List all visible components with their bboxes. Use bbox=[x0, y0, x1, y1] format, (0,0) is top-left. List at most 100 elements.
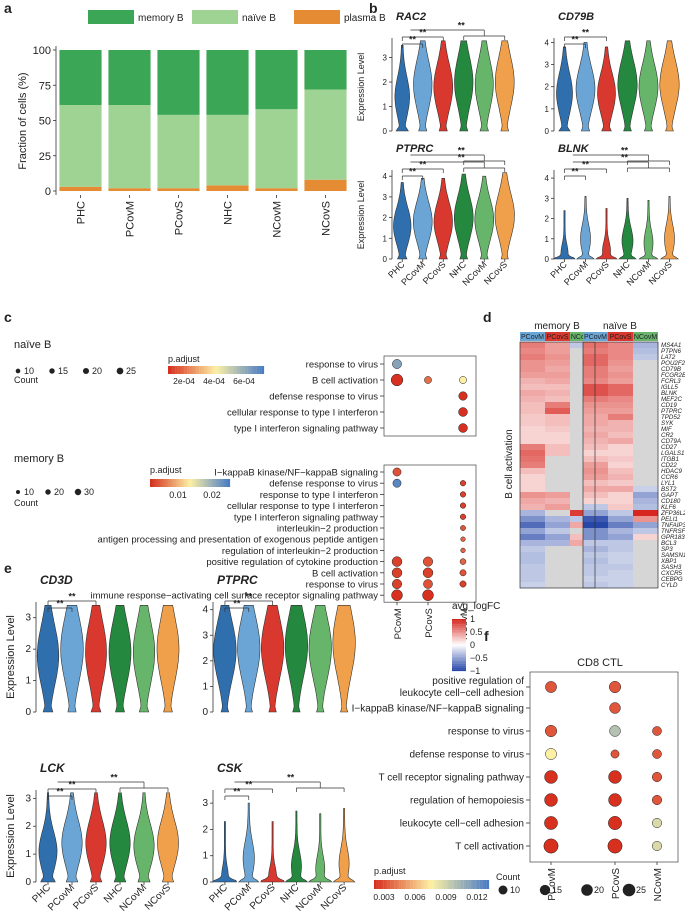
dot bbox=[458, 391, 468, 401]
color-legend-step bbox=[445, 880, 448, 889]
heatmap-cell bbox=[583, 540, 609, 547]
violin-PHC bbox=[213, 605, 237, 713]
heatmap-cell bbox=[545, 432, 571, 439]
significance-label: ** bbox=[621, 153, 629, 163]
violin-NHC bbox=[618, 198, 637, 260]
dot bbox=[422, 567, 434, 578]
x-tick-label: PHC bbox=[76, 201, 88, 224]
gene-label: CD27 bbox=[661, 444, 677, 451]
color-legend-step bbox=[199, 366, 202, 374]
color-legend-step bbox=[401, 880, 404, 889]
term-label: interleukin−2 production bbox=[277, 524, 378, 535]
heatmap-cell bbox=[633, 378, 659, 385]
color-legend-step bbox=[397, 880, 400, 889]
heatmap-cell bbox=[633, 384, 659, 391]
y-tick-label: 0 bbox=[202, 877, 208, 888]
column-annotation-PCovS bbox=[545, 332, 570, 341]
significance-label: ** bbox=[621, 146, 629, 156]
dot bbox=[544, 724, 558, 738]
heatmap-cell bbox=[545, 426, 571, 433]
heatmap-cell bbox=[608, 516, 634, 523]
gene-label: CD19 bbox=[661, 402, 677, 409]
y-tick-label: 0 bbox=[25, 877, 31, 888]
heatmap-cell bbox=[520, 390, 546, 397]
term-label: response to virus bbox=[448, 727, 524, 738]
color-legend-step bbox=[228, 366, 231, 374]
color-legend-step bbox=[479, 880, 483, 889]
heatmap-cell bbox=[583, 504, 609, 511]
color-legend-step bbox=[452, 665, 466, 668]
term-label: response to type I interferon bbox=[260, 490, 378, 501]
term-label: leukocyte cell−cell adhesion bbox=[400, 819, 524, 830]
heatmap-cell bbox=[633, 450, 659, 457]
heatmap-cell bbox=[583, 570, 609, 577]
y-tick-label: 3 bbox=[202, 798, 208, 809]
color-legend-step bbox=[256, 366, 260, 374]
color-legend-step bbox=[452, 650, 466, 652]
heatmap-cell bbox=[633, 354, 659, 361]
color-legend-step bbox=[190, 479, 193, 487]
heatmap-cell bbox=[545, 522, 571, 529]
heatmap-cell bbox=[545, 378, 571, 385]
size-legend-label: 15 bbox=[58, 366, 68, 376]
term-label: T cell receptor signaling pathway bbox=[379, 773, 524, 784]
y-tick-label: 0 bbox=[545, 127, 550, 136]
heatmap-cell bbox=[608, 480, 634, 487]
heatmap-cell bbox=[520, 402, 546, 409]
gene-title: CSK bbox=[217, 761, 244, 775]
heatmap-cell bbox=[633, 540, 659, 547]
size-legend-label: 15 bbox=[552, 885, 562, 895]
color-legend-label: 0.009 bbox=[435, 892, 457, 902]
heatmap-cell bbox=[520, 540, 546, 547]
heatmap-cell bbox=[608, 492, 634, 499]
color-legend-label: 0.5 bbox=[470, 627, 483, 637]
size-legend-label: 10 bbox=[510, 885, 520, 895]
color-legend-step bbox=[394, 880, 398, 889]
size-legend-dot bbox=[45, 489, 51, 495]
color-legend-step bbox=[452, 664, 466, 666]
column-annotation-label: NCovM bbox=[634, 334, 658, 341]
heatmap-cell bbox=[545, 372, 571, 379]
color-legend-step bbox=[466, 880, 469, 889]
heatmap-cell bbox=[545, 396, 571, 403]
heatmap-cell bbox=[583, 498, 609, 505]
heatmap-cell bbox=[633, 522, 659, 529]
heatmap-cell bbox=[583, 558, 609, 565]
gene-label: POU2F2 bbox=[661, 360, 685, 367]
gene-title: LCK bbox=[40, 761, 66, 775]
gene-label: FCGR2B bbox=[661, 372, 685, 379]
heatmap-cell bbox=[545, 570, 571, 577]
heatmap-cell bbox=[520, 414, 546, 421]
dot bbox=[608, 816, 622, 830]
heatmap-cell bbox=[545, 450, 571, 457]
violin-PCovM bbox=[60, 605, 84, 713]
color-legend-step bbox=[452, 655, 466, 657]
violin-PCovS bbox=[597, 46, 616, 132]
heatmap-cell bbox=[545, 528, 571, 535]
size-legend-label: 10 bbox=[24, 487, 34, 497]
heatmap-cell bbox=[545, 462, 571, 469]
color-legend-step bbox=[178, 479, 181, 487]
dot bbox=[544, 816, 558, 830]
size-legend-dot bbox=[622, 883, 636, 897]
violin-PCovM bbox=[61, 792, 83, 883]
y-tick-label: 2 bbox=[202, 656, 208, 667]
significance-label: ** bbox=[245, 780, 253, 790]
color-legend-step bbox=[452, 642, 466, 644]
heatmap-cell bbox=[545, 534, 571, 541]
color-legend-step bbox=[452, 628, 466, 630]
heatmap-cell bbox=[583, 480, 609, 487]
color-legend-step bbox=[452, 629, 466, 631]
color-legend-step bbox=[180, 479, 183, 487]
x-tick-label: NCovS bbox=[647, 259, 674, 286]
heatmap-cell bbox=[545, 456, 571, 463]
y-tick-label: 1 bbox=[25, 676, 31, 687]
heatmap-cell bbox=[633, 426, 659, 433]
heatmap-cell bbox=[545, 408, 571, 415]
color-legend-step bbox=[452, 624, 466, 626]
heatmap-cell bbox=[545, 576, 571, 583]
heatmap-cell bbox=[633, 372, 659, 379]
y-tick-label: 75 bbox=[39, 80, 51, 92]
violin-PCovS bbox=[433, 178, 453, 260]
heatmap-cell bbox=[633, 564, 659, 571]
